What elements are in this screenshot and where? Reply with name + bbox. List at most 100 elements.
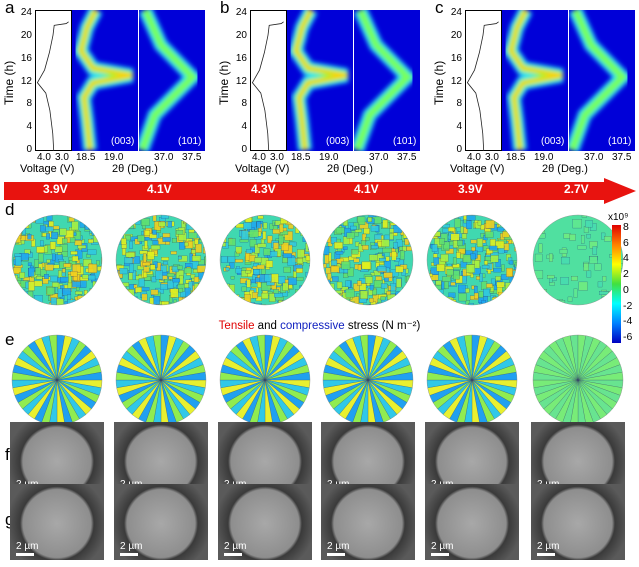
radial-stress-map: [11, 334, 103, 426]
panel-label-d: d: [5, 200, 15, 219]
scale-bar-label: 2 µm: [537, 541, 560, 552]
scale-bar: [120, 553, 138, 556]
colorbar-tick: -4: [623, 315, 633, 328]
sem-image-g: 2 µm: [321, 484, 415, 560]
voltage-profile: [35, 10, 72, 152]
time-axis-label: Time (h): [2, 60, 16, 105]
radial-stress-map: [426, 334, 518, 426]
scale-bar-label: 2 µm: [431, 541, 454, 552]
voltage-label: 4.1V: [147, 182, 172, 196]
caption-unit: stress (N m⁻²): [344, 320, 421, 332]
colorbar-tick: 8: [623, 221, 629, 233]
heatmap-003: [72, 10, 138, 151]
scale-bar: [431, 553, 449, 556]
time-tick: 4: [241, 121, 247, 133]
time-axis-label: Time (h): [217, 60, 231, 105]
voltage-label: 2.7V: [564, 182, 589, 196]
time-tick: 8: [241, 98, 247, 110]
time-tick: 12: [20, 75, 32, 87]
stress-map-particle: [219, 214, 311, 306]
voltage-profile: [250, 10, 287, 152]
theta-axis-label: 2θ (Deg.): [542, 163, 588, 175]
time-tick: 24: [20, 7, 32, 19]
caption-and: and: [254, 320, 281, 332]
compressive-label: compressive: [280, 320, 345, 332]
panel-label-f: f: [5, 445, 10, 464]
voltage-label: 3.9V: [43, 182, 68, 196]
theta-tick: 18.5: [76, 152, 96, 163]
panel-label-c: c: [435, 0, 444, 17]
theta-tick: 18.5: [506, 152, 526, 163]
scale-bar-label: 2 µm: [224, 541, 247, 552]
colorbar-tick: -2: [623, 299, 633, 312]
panel-label-e: e: [5, 330, 15, 349]
time-tick: 0: [241, 144, 247, 155]
colorbar-gradient: [612, 225, 621, 343]
theta-tick: 19.0: [534, 152, 554, 163]
theta-axis-label: 2θ (Deg.): [112, 163, 158, 175]
voltage-label: 4.1V: [354, 182, 379, 196]
theta-tick: 19.0: [104, 152, 124, 163]
scale-bar: [537, 553, 555, 556]
theta-tick: 19.0: [319, 152, 339, 163]
time-tick: 20: [235, 30, 247, 41]
heatmap-003: [502, 10, 568, 151]
peak-label-101: (101): [178, 136, 202, 147]
theta-tick: 18.5: [291, 152, 311, 163]
time-tick: 4: [26, 121, 32, 133]
voltage-tick: 3.0: [485, 152, 499, 163]
heatmap-003: [287, 10, 353, 151]
colorbar-tick: 0: [623, 283, 629, 296]
stress-map-particle: [322, 214, 414, 306]
heatmap-101: [354, 10, 420, 151]
time-tick: 20: [20, 30, 32, 41]
time-tick: 24: [450, 7, 462, 19]
theta-tick: 37.5: [612, 152, 632, 163]
stress-map-particle: [532, 214, 624, 306]
peak-label-003: (003): [541, 136, 565, 147]
heatmap-101: [139, 10, 205, 151]
time-axis-label: Time (h): [432, 60, 446, 105]
theta-axis-label: 2θ (Deg.): [327, 163, 373, 175]
time-tick: 16: [235, 52, 247, 64]
voltage-axis-label: Voltage (V): [450, 163, 505, 175]
colorbar: x10⁹ 8 6 4 2 0 -2 -4 -6: [608, 212, 632, 343]
sem-image-g: 2 µm: [10, 484, 104, 560]
voltage-tick: 4.0: [252, 152, 266, 163]
voltage-axis-label: Voltage (V): [235, 163, 290, 175]
sem-image-g: 2 µm: [218, 484, 312, 560]
colorbar-tick: 2: [623, 268, 629, 281]
time-tick: 16: [20, 52, 32, 64]
stress-map-particle: [426, 214, 518, 306]
voltage-label: 3.9V: [458, 182, 483, 196]
theta-tick: 37.5: [397, 152, 417, 163]
scale-bar: [224, 553, 242, 556]
colorbar-tick: -6: [623, 330, 633, 343]
radial-stress-map: [115, 334, 207, 426]
panel-label-g: g: [5, 510, 14, 530]
theta-tick: 37.0: [369, 152, 389, 163]
time-tick: 24: [235, 7, 247, 19]
peak-label-101: (101): [393, 136, 417, 147]
sem-image-g: 2 µm: [114, 484, 208, 560]
voltage-label: 4.3V: [251, 182, 276, 196]
heatmap-101: [569, 10, 635, 151]
peak-label-003: (003): [111, 136, 135, 147]
voltage-tick: 3.0: [55, 152, 69, 163]
stress-map-particle: [11, 214, 103, 306]
sem-image-g: 2 µm: [425, 484, 519, 560]
voltage-axis-label: Voltage (V): [20, 163, 75, 175]
time-tick: 8: [456, 98, 462, 110]
radial-stress-map: [219, 334, 311, 426]
scale-bar: [16, 553, 34, 556]
stress-map-particle: [115, 214, 207, 306]
radial-stress-map: [322, 334, 414, 426]
time-tick: 4: [456, 121, 462, 133]
scale-bar-label: 2 µm: [120, 541, 143, 552]
colorbar-multiplier: x10⁹: [608, 212, 629, 223]
colorbar-tick: 4: [623, 252, 629, 265]
scale-bar-label: 2 µm: [327, 541, 350, 552]
scale-bar-label: 2 µm: [16, 541, 39, 552]
colorbar-tick: 6: [623, 236, 629, 249]
time-tick: 0: [456, 144, 462, 155]
